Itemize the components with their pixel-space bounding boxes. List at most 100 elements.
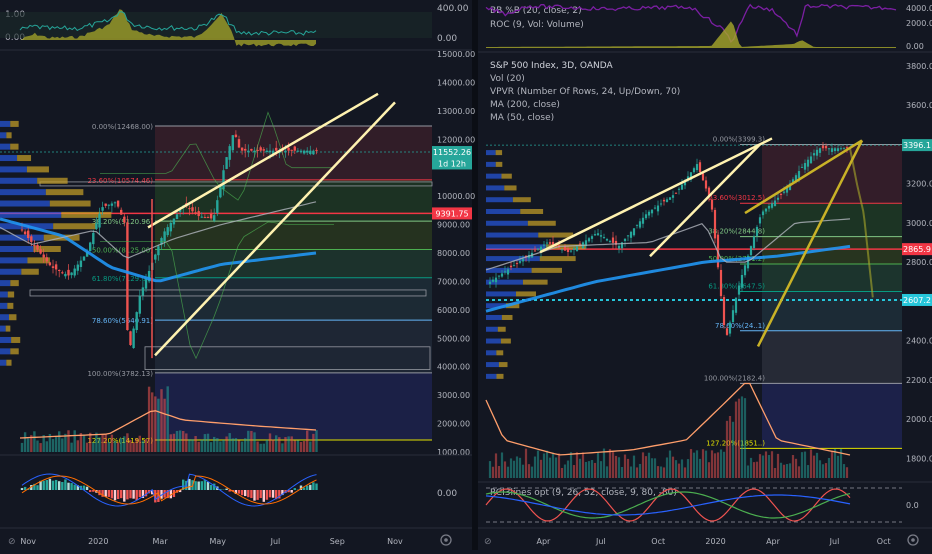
- right-volume-bar: [801, 452, 803, 478]
- left-candle-body: [77, 265, 79, 271]
- left-volume-bar: [132, 442, 134, 452]
- left-candle-body: [303, 151, 305, 154]
- right-candle-body: [567, 248, 569, 252]
- right-volume-bar: [705, 451, 707, 478]
- right-candle-body: [588, 238, 590, 241]
- right-candle-body: [804, 163, 806, 170]
- right-candle-body: [732, 310, 734, 322]
- left-volume-bar: [207, 434, 209, 452]
- right-volume-bar: [573, 465, 575, 478]
- right-candle-body: [666, 199, 668, 202]
- left-macd-hist: [117, 490, 119, 499]
- left-macd-hist: [207, 482, 209, 490]
- left-candle-body: [129, 331, 131, 345]
- right-vpvr-bar: [486, 150, 496, 155]
- right-volume-bar: [771, 451, 773, 478]
- left-macd-hist: [256, 490, 258, 500]
- right-volume-bar: [549, 458, 551, 478]
- left-candle-body: [39, 249, 41, 253]
- right-time-label: Oct: [651, 537, 665, 546]
- left-volume-bar: [170, 434, 172, 452]
- left-fib-zone: [155, 373, 432, 440]
- left-candle-body: [167, 227, 169, 235]
- right-chart-title: S&P 500 Index, 3D, OANDA: [490, 61, 614, 71]
- right-volume-bar: [636, 467, 638, 478]
- right-volume-bar: [639, 464, 641, 478]
- left-macd-hist: [126, 490, 128, 499]
- left-vpvr-bar: [7, 303, 13, 309]
- left-volume-bar: [92, 442, 94, 452]
- left-volume-bar: [225, 436, 227, 452]
- right-candle-body: [609, 241, 611, 242]
- right-vpvr-bar: [504, 185, 516, 190]
- left-candle-body: [49, 262, 51, 265]
- left-volume-bar: [61, 438, 63, 452]
- right-candle-body: [693, 168, 695, 172]
- left-fib-label: 78.60%(5640.91): [92, 317, 153, 325]
- right-volume-bar: [600, 461, 602, 478]
- left-candle-body: [275, 148, 277, 151]
- left-vpvr-bar: [10, 144, 18, 150]
- right-volume-bar: [504, 461, 506, 478]
- right-axis-label: 1800.0: [906, 454, 932, 463]
- left-fib-label: 50.00%(8125.00): [92, 246, 153, 254]
- right-volume-bar: [795, 459, 797, 478]
- right-candle-body: [507, 269, 509, 274]
- right-candle-body: [777, 198, 779, 200]
- left-candle-body: [241, 148, 243, 151]
- left-candle-body: [263, 149, 265, 150]
- right-volume-bar: [723, 452, 725, 478]
- left-macd-hist: [114, 490, 116, 500]
- right-candle-body: [672, 195, 674, 198]
- right-candle-body: [498, 276, 500, 277]
- left-vpvr-bar: [6, 132, 11, 138]
- left-vpvr-bar: [0, 280, 10, 286]
- left-volume-bar: [70, 443, 72, 452]
- left-volume-bar: [198, 442, 200, 452]
- left-macd-hist: [253, 490, 255, 501]
- right-volume-bar: [825, 463, 827, 478]
- right-candle-body: [501, 273, 503, 276]
- right-volume-bar: [525, 449, 527, 478]
- left-volume-bar: [266, 440, 268, 452]
- left-candle-body: [55, 264, 57, 269]
- right-candle-body: [801, 167, 803, 168]
- left-timezone-icon[interactable]: ⊘: [8, 537, 16, 547]
- left-volume-bar: [204, 434, 206, 452]
- left-price-axis[interactable]: 15000.0014000.0013000.0012000.0010000.00…: [432, 50, 475, 457]
- left-macd-hist: [46, 480, 48, 490]
- right-volume-bar: [534, 456, 536, 478]
- right-volume-bar: [843, 464, 845, 478]
- left-vpvr-bar: [10, 348, 18, 354]
- right-volume-bar: [513, 461, 515, 478]
- right-fib-label: 100.00%(2182.4): [704, 374, 765, 382]
- right-candle-body: [702, 173, 704, 180]
- right-fib-zone: [762, 331, 902, 384]
- left-candle-body: [198, 211, 200, 216]
- right-candle-body: [822, 146, 824, 149]
- left-fib-zone: [155, 278, 432, 320]
- right-volume-bar: [528, 464, 530, 478]
- right-candle-body: [579, 244, 581, 245]
- right-candle-body: [633, 228, 635, 235]
- left-candle-body: [98, 214, 100, 228]
- right-volume-bar: [522, 465, 524, 478]
- left-macd-hist: [201, 481, 203, 490]
- right-volume-bar: [822, 464, 824, 478]
- left-volume-bar: [129, 440, 131, 452]
- right-volume-bar: [615, 456, 617, 478]
- left-candle-body: [163, 231, 165, 241]
- right-volume-bar: [735, 402, 737, 478]
- left-candle-body: [309, 151, 311, 154]
- left-volume-bar: [272, 440, 274, 452]
- right-volume-bar: [558, 453, 560, 478]
- right-volume-bar: [666, 457, 668, 478]
- right-volume-bar: [813, 456, 815, 478]
- right-candle-body: [519, 261, 521, 263]
- right-candle-body: [681, 185, 683, 190]
- right-vpvr-bar: [513, 197, 531, 202]
- right-timezone-icon[interactable]: ⊘: [484, 537, 492, 547]
- left-macd-hist: [260, 490, 262, 498]
- right-volume-bar: [789, 463, 791, 478]
